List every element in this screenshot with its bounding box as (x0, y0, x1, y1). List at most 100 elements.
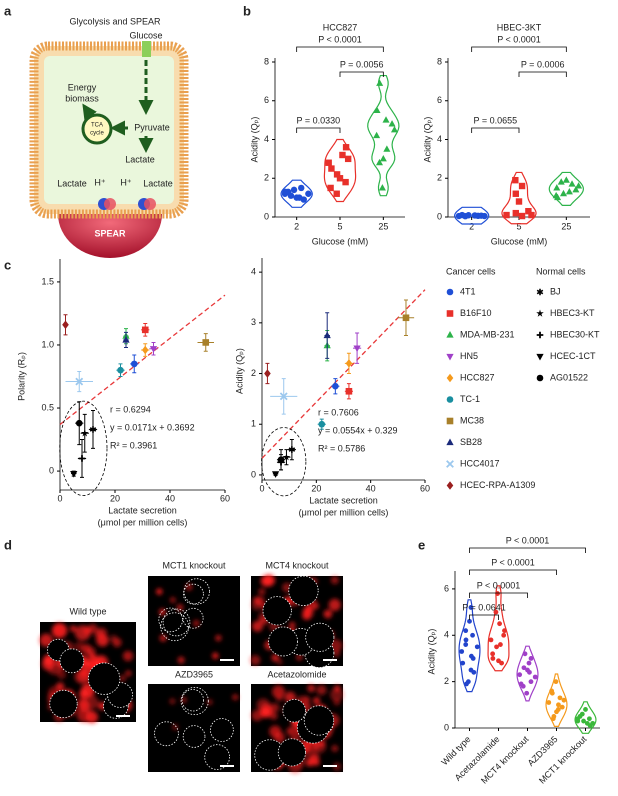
marker (390, 125, 399, 133)
cell-outline (303, 705, 335, 736)
marker (332, 382, 339, 390)
y-tick-label: 0 (264, 211, 269, 221)
y-tick-label: 2 (251, 368, 256, 378)
marker (460, 660, 466, 666)
marker (583, 707, 588, 712)
y-tick-label: 4 (437, 134, 442, 144)
signal (323, 609, 333, 619)
image-label: AZD3965 (175, 669, 213, 679)
y-tick-label: 2 (437, 173, 442, 183)
x-tick-label: 25 (378, 221, 388, 231)
x-axis-label: (μmol per million cells) (299, 507, 389, 517)
marker (282, 453, 291, 461)
y-tick-label: 1 (251, 419, 256, 429)
legend-title: Normal cells (536, 266, 586, 276)
cell-outline (183, 583, 204, 605)
panel-label: d (4, 537, 12, 552)
marker (496, 658, 501, 664)
x-tick-label: 25 (561, 221, 571, 231)
marker (378, 184, 386, 191)
legend-marker (446, 396, 454, 403)
cell-outline (204, 744, 230, 770)
marker (287, 192, 295, 199)
signal (255, 596, 265, 606)
signal (332, 762, 342, 771)
violin (458, 599, 481, 693)
y-tick-label: 2 (444, 676, 449, 686)
cell-outline (282, 698, 306, 723)
marker (512, 176, 519, 184)
x-axis-label: Glucose (mM) (312, 236, 369, 246)
signal (329, 687, 344, 702)
marker (494, 644, 499, 650)
marker (305, 190, 312, 197)
signal (180, 696, 187, 703)
legend-label: HBEC30-KT (550, 329, 600, 339)
violin (545, 673, 568, 727)
label: Energy (68, 82, 97, 92)
marker (382, 116, 390, 123)
annotation: y = 0.0554x + 0.329 (318, 425, 398, 435)
y-tick-label: 3 (251, 317, 256, 327)
marker (288, 446, 296, 453)
label: H⁺ (94, 177, 105, 187)
signal (232, 694, 239, 701)
marker (342, 178, 349, 186)
image-label: MCT4 knockout (265, 560, 329, 570)
bracket (469, 592, 528, 598)
legend-label: HCC4017 (460, 458, 500, 468)
y-tick-label: 1.5 (41, 276, 54, 286)
marker (552, 191, 560, 199)
panel-label: c (4, 257, 11, 272)
axis (59, 259, 225, 491)
y-tick-label: 0 (251, 469, 256, 479)
label: cycle (90, 131, 104, 137)
marker (512, 209, 520, 217)
marker (553, 184, 561, 191)
marker (468, 605, 474, 610)
cell-outline (158, 607, 183, 633)
marker (512, 190, 519, 197)
cell-outline (182, 725, 206, 748)
p-value: P = 0.0330 (297, 115, 341, 125)
legend-marker (536, 374, 544, 382)
bracket (518, 71, 567, 77)
marker (524, 690, 530, 696)
marker (488, 637, 494, 643)
signal (215, 634, 222, 642)
transporter (98, 198, 116, 210)
p-value: P < 0.0001 (477, 580, 521, 590)
cell-outline (262, 596, 292, 626)
legend-label: AG01522 (550, 372, 588, 382)
marker (202, 339, 210, 346)
annotation: R² = 0.5786 (318, 443, 365, 453)
signal (332, 649, 341, 658)
x-tick-label: 2 (469, 221, 474, 231)
signal (39, 633, 53, 647)
legend-label: B16F10 (460, 308, 492, 318)
marker (298, 184, 305, 192)
signal (272, 685, 285, 699)
signal (112, 637, 122, 648)
violin (454, 206, 490, 225)
signal (159, 634, 167, 642)
legend-marker (536, 288, 544, 296)
legend-marker (446, 481, 454, 490)
signal (84, 695, 99, 710)
marker (264, 369, 271, 378)
marker (490, 656, 496, 661)
signal (276, 658, 283, 665)
label: H⁺ (120, 177, 131, 187)
legend-marker (536, 331, 544, 339)
marker (376, 79, 384, 86)
panel-label: b (243, 3, 251, 18)
signal (57, 669, 67, 680)
bracket (471, 46, 567, 52)
marker (575, 182, 583, 189)
marker (481, 212, 488, 220)
marker (515, 198, 523, 205)
marker (546, 700, 552, 705)
marker (353, 345, 361, 353)
signal (172, 724, 179, 731)
legend-marker (446, 353, 454, 361)
